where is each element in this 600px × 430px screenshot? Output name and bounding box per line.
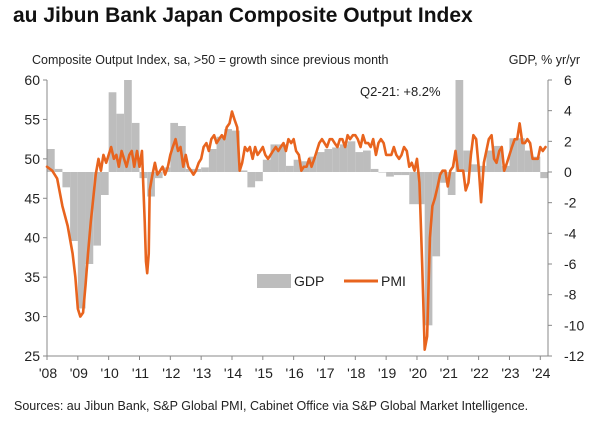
right-tick-label--4: -4 [564, 225, 577, 241]
legend-gdp-label: GDP [294, 273, 324, 289]
x-tick-label-2018: '18 [347, 365, 365, 381]
gdp-bar-Q1-12 [170, 122, 179, 172]
gdp-bar-Q2-19 [393, 172, 402, 176]
gdp-bar-Q2-22 [486, 150, 495, 172]
right-tick-label-4: 4 [564, 103, 572, 119]
gdp-bar-Q2-17 [332, 147, 340, 172]
left-tick-label-50: 50 [24, 151, 40, 167]
gdp-bar-Q3-20 [432, 172, 441, 257]
gdp-bar-Q3-18 [370, 168, 379, 172]
left-tick-label-55: 55 [24, 111, 40, 127]
gdp-bar-Q1-19 [386, 172, 394, 177]
gdp-bar-Q3-14 [247, 172, 256, 188]
chart-subtitle: Composite Output Index, sa, >50 = growth… [32, 53, 389, 67]
gdp-bar-Q2-14 [239, 170, 248, 172]
right-tick-label-2: 2 [564, 133, 572, 149]
gdp-bar-Q4-16 [316, 152, 325, 172]
gdp-bar-Q2-23 [517, 138, 525, 172]
right-tick-label--6: -6 [564, 256, 577, 272]
right-tick-label--8: -8 [564, 287, 577, 303]
gdp-bar-Q2-10 [116, 113, 125, 172]
gdp-bar-Q1-13 [201, 167, 209, 172]
gdp-bar-Q3-10 [124, 80, 132, 172]
gdp-bar-Q4-19 [409, 172, 417, 205]
x-tick-label-2012: '12 [162, 365, 180, 381]
gdp-bar-Q2-13 [208, 149, 217, 172]
pmi-line [45, 110, 547, 351]
gdp-bar-Q4-08 [70, 172, 78, 241]
gdp-bar-Q4-18 [378, 172, 387, 173]
right-tick-label-6: 6 [564, 72, 572, 88]
x-tick-label-2010: '10 [101, 365, 119, 381]
right-axis-label: GDP, % yr/yr [508, 53, 580, 67]
gdp-bar-Q1-23 [509, 138, 518, 172]
x-tick-label-2017: '17 [316, 365, 334, 381]
gdp-bar-Q1-15 [262, 159, 271, 172]
x-tick-label-2011: '11 [132, 365, 149, 381]
legend-pmi-label: PMI [381, 273, 406, 289]
x-tick-label-2024: '24 [532, 365, 550, 381]
gdp-bar-Q4-13 [224, 129, 232, 172]
x-tick-label-2022: '22 [471, 365, 489, 381]
gdp-bar-Q3-09 [93, 172, 101, 246]
gdp-bar-Q1-24 [540, 172, 548, 179]
left-tick-label-30: 30 [24, 309, 40, 325]
chart-title: au Jibun Bank Japan Composite Output Ind… [13, 4, 473, 27]
left-tick-label-45: 45 [24, 190, 40, 206]
left-tick-label-35: 35 [24, 269, 40, 285]
right-tick-label--12: -12 [564, 348, 584, 364]
gdp-bar-Q2-08 [54, 168, 63, 172]
source-note: Sources: au Jibun Bank, S&P Global PMI, … [14, 399, 529, 413]
gdp-bar-Q1-09 [77, 172, 86, 309]
gdp-bar-Q2-15 [270, 144, 279, 172]
x-tick-label-2016: '16 [286, 365, 304, 381]
x-tick-label-2021: '21 [440, 365, 458, 381]
gdp-bar-Q2-09 [85, 172, 94, 264]
gdp-bar-Q3-23 [524, 150, 533, 172]
x-tick-label-2009: '09 [70, 365, 88, 381]
gdp-bar-Q4-10 [131, 122, 140, 172]
x-tick-label-2015: '15 [255, 365, 273, 381]
right-tick-label--10: -10 [564, 317, 584, 333]
gdp-bar-Q1-17 [324, 149, 333, 172]
gdp-bar-Q3-08 [62, 172, 71, 188]
gdp-bar-Q1-08 [47, 149, 55, 172]
right-tick-label-0: 0 [564, 164, 572, 180]
gdp-bar-Q1-21 [447, 172, 456, 195]
gdp-bar-Q1-18 [355, 152, 364, 172]
gdp-bar-Q3-21 [463, 150, 471, 172]
left-tick-label-40: 40 [24, 230, 40, 246]
right-tick-label--2: -2 [564, 195, 577, 211]
x-tick-label-2008: '08 [39, 365, 57, 381]
gdp-bar-Q4-17 [347, 141, 356, 172]
x-tick-label-2023: '23 [501, 365, 519, 381]
gdp-bar-Q4-14 [255, 172, 263, 182]
gdp-bar-Q1-16 [293, 159, 302, 172]
gdp-bar-Q3-11 [154, 172, 163, 179]
gdp-bar-Q3-17 [339, 144, 348, 172]
left-tick-label-60: 60 [24, 72, 40, 88]
gdp-bar-Q4-20 [440, 172, 448, 183]
gdp-bar-Q2-18 [363, 150, 371, 172]
x-tick-label-2013: '13 [193, 365, 211, 381]
x-tick-label-2019: '19 [378, 365, 396, 381]
annotation-q2-21: Q2-21: +8.2% [360, 84, 441, 99]
gdp-bar-Q3-15 [278, 144, 286, 172]
gdp-bar-Q4-15 [285, 165, 294, 172]
x-tick-label-2014: '14 [224, 365, 242, 381]
gdp-bar-Q3-19 [401, 172, 410, 176]
legend-gdp-swatch [257, 274, 291, 288]
gdp-bar-Q1-10 [108, 92, 117, 172]
x-tick-label-2020: '20 [409, 365, 427, 381]
gdp-bar-Q4-09 [100, 172, 109, 195]
gdp-bar-Q4-23 [532, 156, 541, 172]
left-tick-label-25: 25 [24, 348, 40, 364]
gdp-bar-Q2-21 [455, 80, 464, 172]
gdp-bar-Q1-14 [231, 130, 240, 172]
gdp-bar-Q4-21 [470, 164, 479, 172]
gdp-bar-Q3-13 [216, 136, 225, 172]
